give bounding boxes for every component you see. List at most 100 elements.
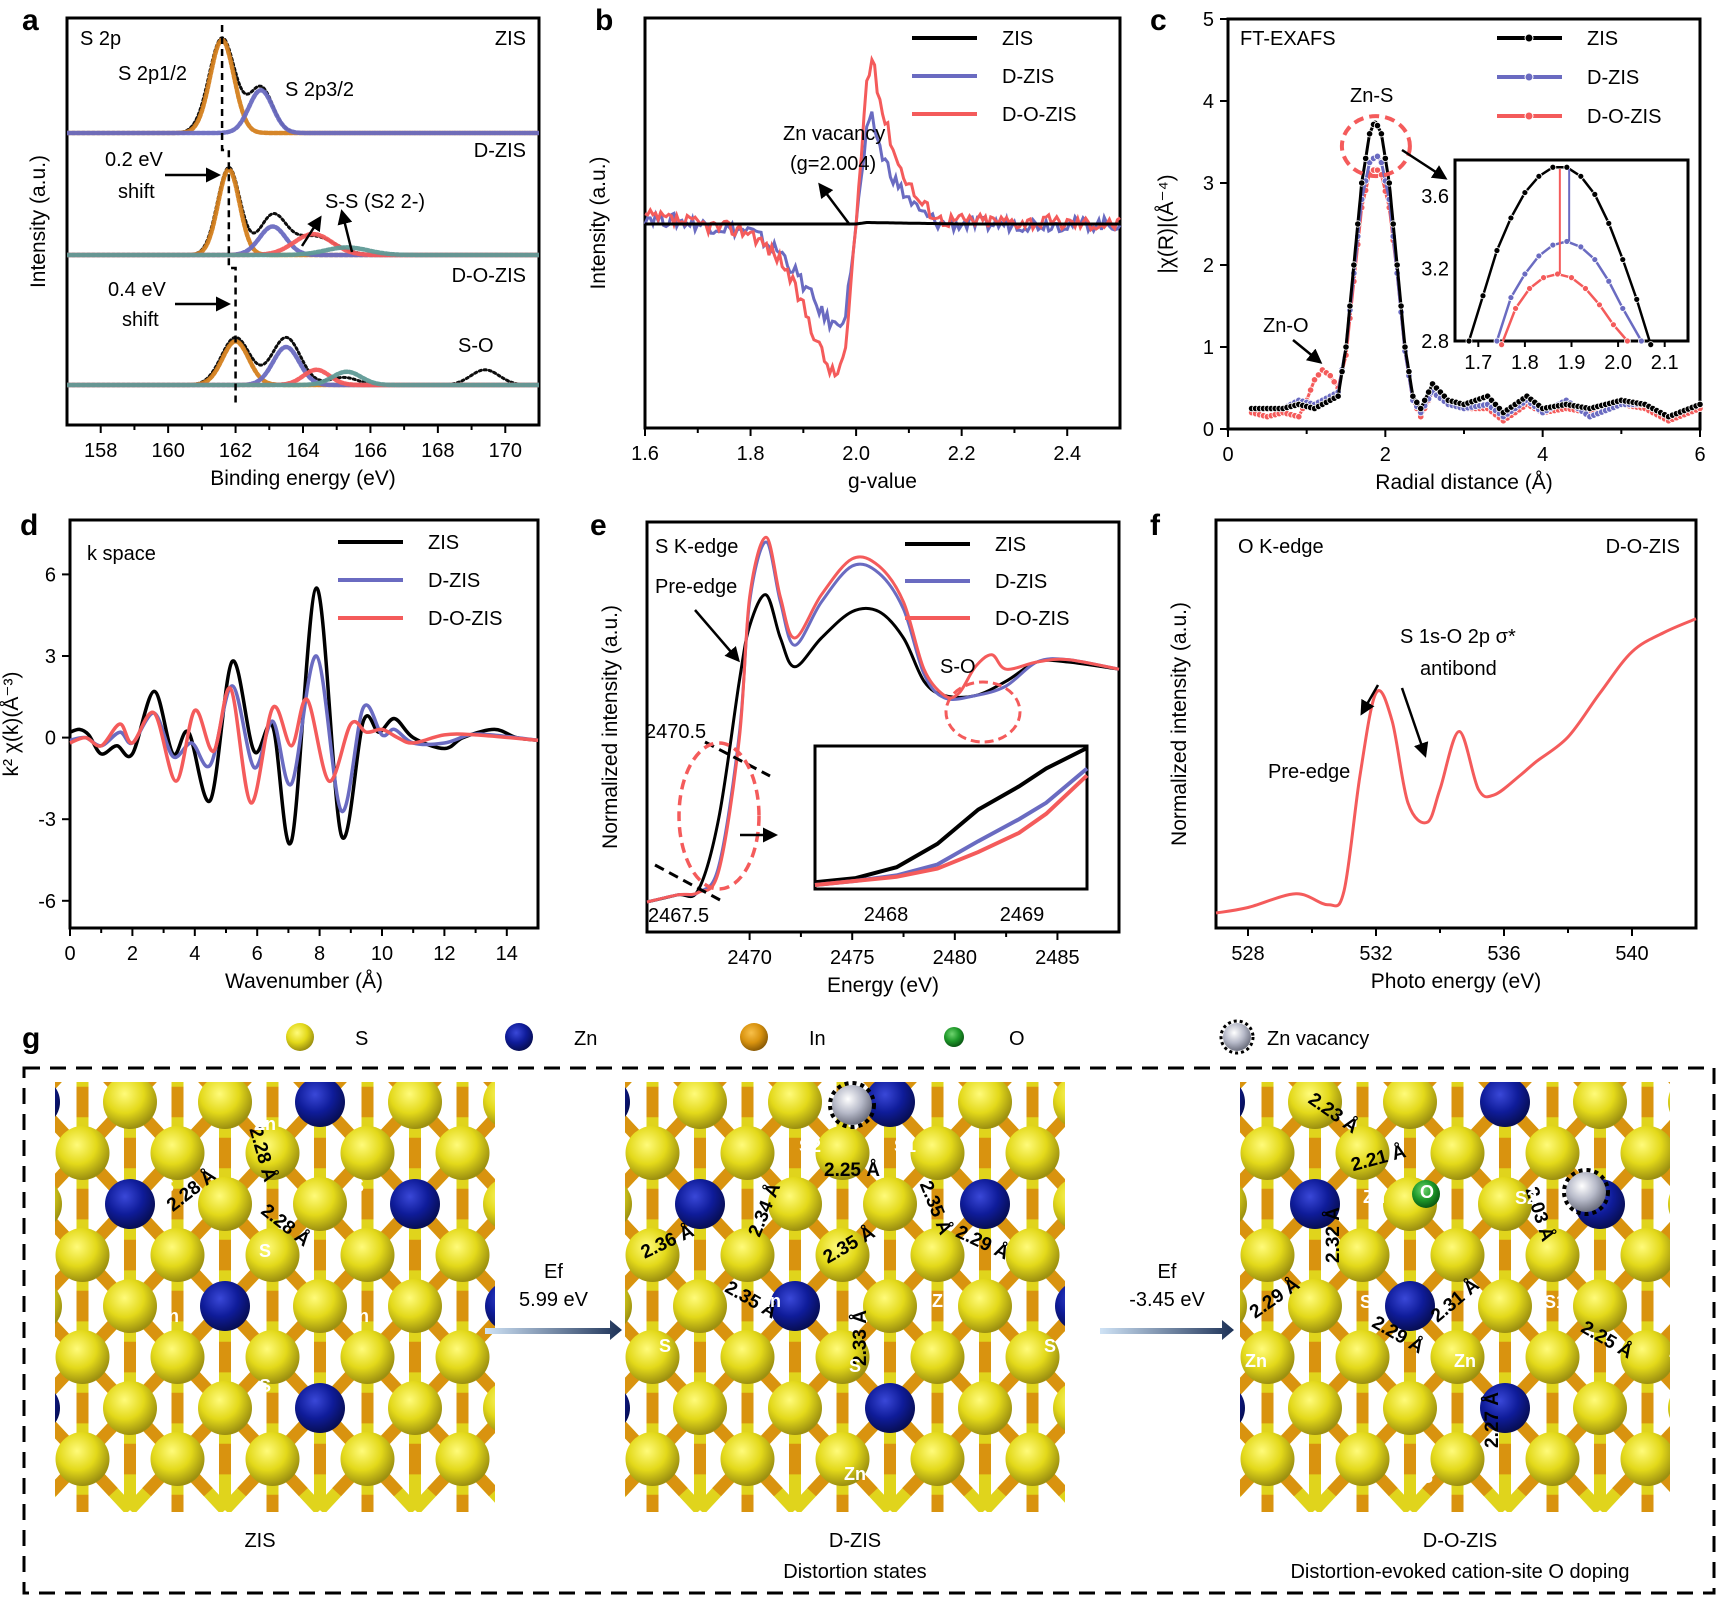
y-axis-label: Intensity (a.u.) bbox=[27, 155, 50, 288]
bond bbox=[237, 1472, 261, 1497]
bond bbox=[807, 1319, 831, 1344]
series-label: D-ZIS bbox=[474, 140, 526, 162]
s-atom bbox=[1716, 1330, 1723, 1384]
s-atom bbox=[531, 1126, 585, 1180]
bond bbox=[949, 1319, 973, 1344]
annotation-2467-5: 2467.5 bbox=[648, 905, 709, 927]
bond bbox=[1279, 1115, 1303, 1140]
bond bbox=[55, 1115, 71, 1140]
data-point bbox=[1417, 404, 1425, 413]
bond bbox=[527, 1069, 541, 1084]
panel-c: c FT-EXAFS Zn-S Zn-O ZIS D-ZIS D-O-ZIS 0 2 4 6 0 1 2 3… bbox=[1150, 4, 1706, 494]
s-atom bbox=[958, 1381, 1012, 1436]
s-atom bbox=[483, 1385, 495, 1431]
bond bbox=[94, 1319, 118, 1344]
bond bbox=[1078, 1204, 1126, 1255]
data-point bbox=[1326, 372, 1334, 380]
bond bbox=[1144, 1222, 1158, 1237]
bond bbox=[4, 1426, 18, 1441]
x-tick-label: 2485 bbox=[1035, 947, 1080, 969]
bond bbox=[558, 1102, 606, 1153]
bond bbox=[625, 1115, 641, 1140]
bond bbox=[1659, 1222, 1670, 1242]
zn-atom bbox=[105, 1179, 155, 1230]
bond-length-label: 2.32 Å bbox=[1323, 1207, 1344, 1263]
bond bbox=[1517, 1421, 1541, 1446]
bond bbox=[558, 1204, 606, 1255]
bond bbox=[527, 1171, 541, 1186]
y-axis-label: Normalized intensity (a.u.) bbox=[599, 605, 622, 849]
annotation-antibond: antibond bbox=[1420, 658, 1497, 680]
s-atom bbox=[435, 1432, 490, 1487]
inset-point bbox=[1512, 305, 1519, 312]
data-series bbox=[67, 245, 539, 258]
s-atom bbox=[673, 1279, 727, 1334]
bond bbox=[527, 1171, 541, 1186]
s-atom bbox=[436, 1024, 490, 1078]
bond bbox=[388, 1082, 401, 1089]
data-point bbox=[1385, 179, 1393, 187]
bond bbox=[1053, 1082, 1065, 1089]
x-tick-label: 4 bbox=[189, 943, 200, 965]
bond bbox=[712, 1472, 736, 1497]
y-tick-label: -6 bbox=[38, 891, 56, 913]
s-atom bbox=[768, 1177, 822, 1232]
y-tick-label: 0 bbox=[1203, 419, 1214, 441]
bond bbox=[574, 1069, 588, 1084]
bond bbox=[1422, 1319, 1446, 1344]
annotation-s-s: S-S (S2 2-) bbox=[325, 191, 425, 213]
s-atom bbox=[625, 1287, 632, 1325]
s-atom bbox=[1525, 1330, 1580, 1385]
zn-vacancy-icon bbox=[1566, 1172, 1606, 1212]
bond bbox=[558, 1153, 606, 1204]
s-atom bbox=[340, 1432, 395, 1487]
annotation-shift-label: shift bbox=[118, 181, 155, 203]
inset-point bbox=[1591, 256, 1599, 263]
s-atom bbox=[1005, 1126, 1060, 1181]
bond bbox=[1279, 1217, 1303, 1242]
bond bbox=[1128, 1459, 1176, 1510]
x-tick-label: 158 bbox=[84, 440, 117, 462]
data-point bbox=[1389, 220, 1397, 228]
x-tick-label: 532 bbox=[1359, 943, 1392, 965]
bond bbox=[625, 1370, 641, 1395]
bond bbox=[0, 1153, 35, 1204]
atom-label: S2 bbox=[1515, 1188, 1537, 1208]
bond bbox=[664, 1268, 688, 1293]
s-atom bbox=[578, 1177, 632, 1231]
data-series bbox=[67, 224, 539, 258]
s-atom bbox=[340, 1228, 395, 1283]
panel-d: d ZIS D-ZIS D-O-ZIS k space 0 2 4 6 8 10 12 14 -6 -3 0 3… bbox=[0, 509, 540, 993]
data-point bbox=[1397, 302, 1405, 310]
bond bbox=[1044, 1472, 1065, 1497]
structure-caption: D-O-ZIS bbox=[1423, 1530, 1497, 1552]
x-tick-label: 14 bbox=[496, 943, 518, 965]
data-point bbox=[1295, 413, 1303, 421]
bond bbox=[474, 1166, 495, 1191]
s-atom bbox=[1478, 1279, 1532, 1334]
bond bbox=[1564, 1421, 1588, 1446]
bond bbox=[625, 1421, 641, 1446]
bond bbox=[0, 1051, 35, 1102]
bond bbox=[142, 1217, 166, 1242]
inset-point bbox=[1526, 285, 1533, 292]
bond bbox=[1142, 1273, 1156, 1288]
peak-shift-guide bbox=[220, 25, 237, 405]
bond bbox=[1327, 1421, 1351, 1446]
annotation-zn-vacancy: Zn vacancy bbox=[783, 123, 885, 145]
bond bbox=[510, 1153, 558, 1204]
zn-atom bbox=[770, 1281, 820, 1332]
bond bbox=[1044, 1217, 1065, 1242]
x-tick-label: 6 bbox=[1694, 444, 1705, 466]
zn-atom bbox=[1055, 1286, 1065, 1327]
bond bbox=[527, 1222, 541, 1237]
inset-point bbox=[1647, 341, 1655, 349]
bond bbox=[4, 1324, 18, 1339]
bond bbox=[237, 1217, 261, 1242]
bond bbox=[902, 1319, 926, 1344]
bond bbox=[1517, 1166, 1541, 1191]
bond bbox=[1097, 1375, 1111, 1390]
bond bbox=[293, 1082, 306, 1089]
bond bbox=[712, 1421, 736, 1446]
bond bbox=[1478, 1082, 1491, 1089]
